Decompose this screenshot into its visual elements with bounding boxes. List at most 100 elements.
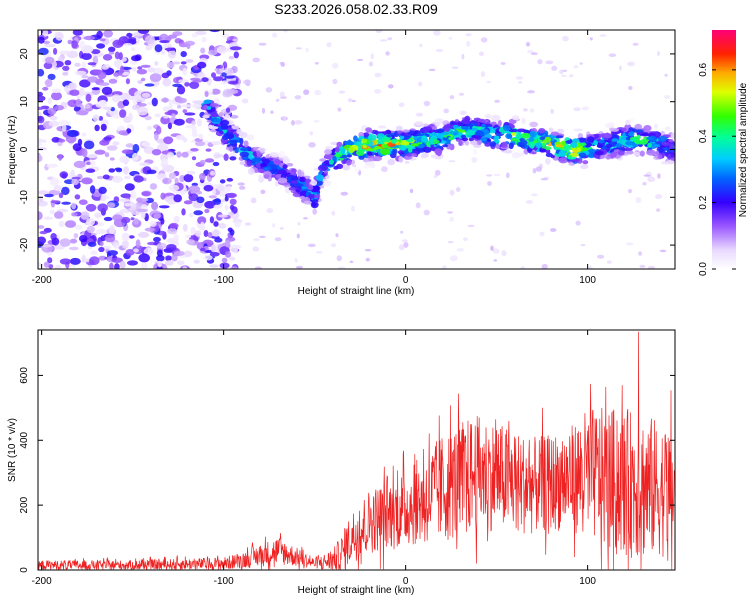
heatmap-cell (172, 83, 183, 88)
heatmap-cell (203, 99, 212, 104)
heatmap-cell (89, 185, 96, 194)
heatmap-cell (122, 99, 130, 107)
heatmap-cell (38, 36, 45, 44)
heatmap-cell (219, 130, 224, 134)
heatmap-cell (259, 148, 266, 153)
heatmap-cell (380, 148, 391, 156)
heatmap-cell (419, 43, 423, 48)
heatmap-cell (199, 173, 206, 181)
heatmap-cell (411, 153, 418, 158)
heatmap-cell (400, 144, 407, 151)
heatmap-cell (191, 33, 198, 38)
heatmap-cell (228, 145, 234, 152)
heatmap-cell (106, 145, 118, 151)
y-tick-label: 600 (19, 367, 30, 384)
heatmap-cell (137, 66, 143, 70)
heatmap-cell (213, 154, 225, 158)
heatmap-cell (141, 141, 151, 148)
heatmap-cell (204, 255, 213, 261)
heatmap-cell (71, 202, 77, 210)
heatmap-cell (121, 71, 131, 76)
heatmap-cell (516, 152, 525, 156)
heatmap-cell (72, 30, 83, 36)
heatmap-cell (173, 233, 179, 242)
heatmap-cell (108, 168, 116, 173)
heatmap-cell (186, 239, 196, 245)
heatmap-cell (191, 132, 199, 138)
heatmap-cell (493, 135, 500, 140)
heatmap-cell (229, 120, 234, 126)
heatmap-cell (635, 197, 642, 204)
heatmap-cell (202, 115, 210, 119)
heatmap-cell (103, 136, 112, 141)
heatmap-cell (506, 133, 513, 139)
heatmap-cell (132, 152, 139, 161)
heatmap-cell (266, 208, 274, 214)
spectrogram-y-label: Frequency (Hz) (7, 116, 18, 185)
heatmap-cell (64, 85, 70, 93)
heatmap-cell (527, 90, 535, 94)
heatmap-cell (94, 212, 102, 219)
heatmap-cell (132, 98, 138, 106)
heatmap-cell (242, 156, 249, 161)
heatmap-cell (550, 228, 557, 232)
heatmap-cell (74, 70, 87, 76)
heatmap-cell (128, 37, 137, 42)
heatmap-cell (511, 115, 520, 121)
heatmap-cell (324, 149, 332, 155)
heatmap-cell (392, 148, 398, 155)
colorbar-label: Normalized spectral amplitude (738, 82, 749, 217)
heatmap-cell (490, 245, 494, 251)
heatmap-cell (586, 136, 595, 143)
heatmap-cell (173, 118, 185, 126)
heatmap-cell (188, 185, 201, 193)
heatmap-cell (216, 46, 228, 54)
heatmap-cell (627, 61, 635, 67)
heatmap-cell (154, 44, 163, 53)
heatmap-cell (529, 130, 537, 138)
heatmap-cell (374, 89, 382, 94)
heatmap-cell (208, 195, 217, 199)
heatmap-cell (185, 234, 192, 239)
heatmap-cell (50, 177, 60, 187)
heatmap-cell (237, 182, 245, 186)
heatmap-cell (120, 216, 131, 224)
heatmap-cell (273, 159, 282, 166)
heatmap-cell (550, 131, 560, 136)
heatmap-cell (138, 253, 150, 263)
heatmap-cell (647, 142, 652, 148)
heatmap-cell (326, 42, 332, 48)
heatmap-cell (176, 151, 182, 158)
heatmap-cell (208, 88, 213, 93)
heatmap-cell (39, 230, 48, 235)
heatmap-cell (98, 255, 107, 261)
heatmap-cell (364, 148, 375, 152)
heatmap-cell (162, 177, 172, 185)
heatmap-cell (528, 141, 535, 149)
snr-panel: -200 -100 0 100 0 200 400 600 Height of straig… (7, 329, 676, 596)
heatmap-cell (239, 186, 246, 190)
heatmap-cell (226, 192, 237, 199)
heatmap-cell (296, 233, 300, 239)
heatmap-cell (416, 133, 425, 137)
heatmap-cell (255, 162, 262, 169)
heatmap-cell (479, 51, 484, 57)
heatmap-cell (181, 151, 189, 158)
spectrogram-x-label: Height of straight line (km) (298, 286, 415, 297)
heatmap-cell (523, 108, 528, 112)
heatmap-cell (59, 171, 69, 179)
heatmap-cell (216, 65, 223, 69)
heatmap-cell (87, 76, 99, 83)
heatmap-cell (130, 217, 135, 221)
heatmap-cell (43, 216, 53, 220)
heatmap-cell (578, 152, 587, 158)
heatmap-cell (71, 176, 81, 180)
heatmap-cell (224, 204, 229, 211)
heatmap-cell (414, 121, 424, 126)
heatmap-cell (38, 142, 43, 147)
heatmap-cell (120, 65, 125, 74)
heatmap-cell (294, 95, 302, 100)
heatmap-cell (603, 133, 612, 139)
